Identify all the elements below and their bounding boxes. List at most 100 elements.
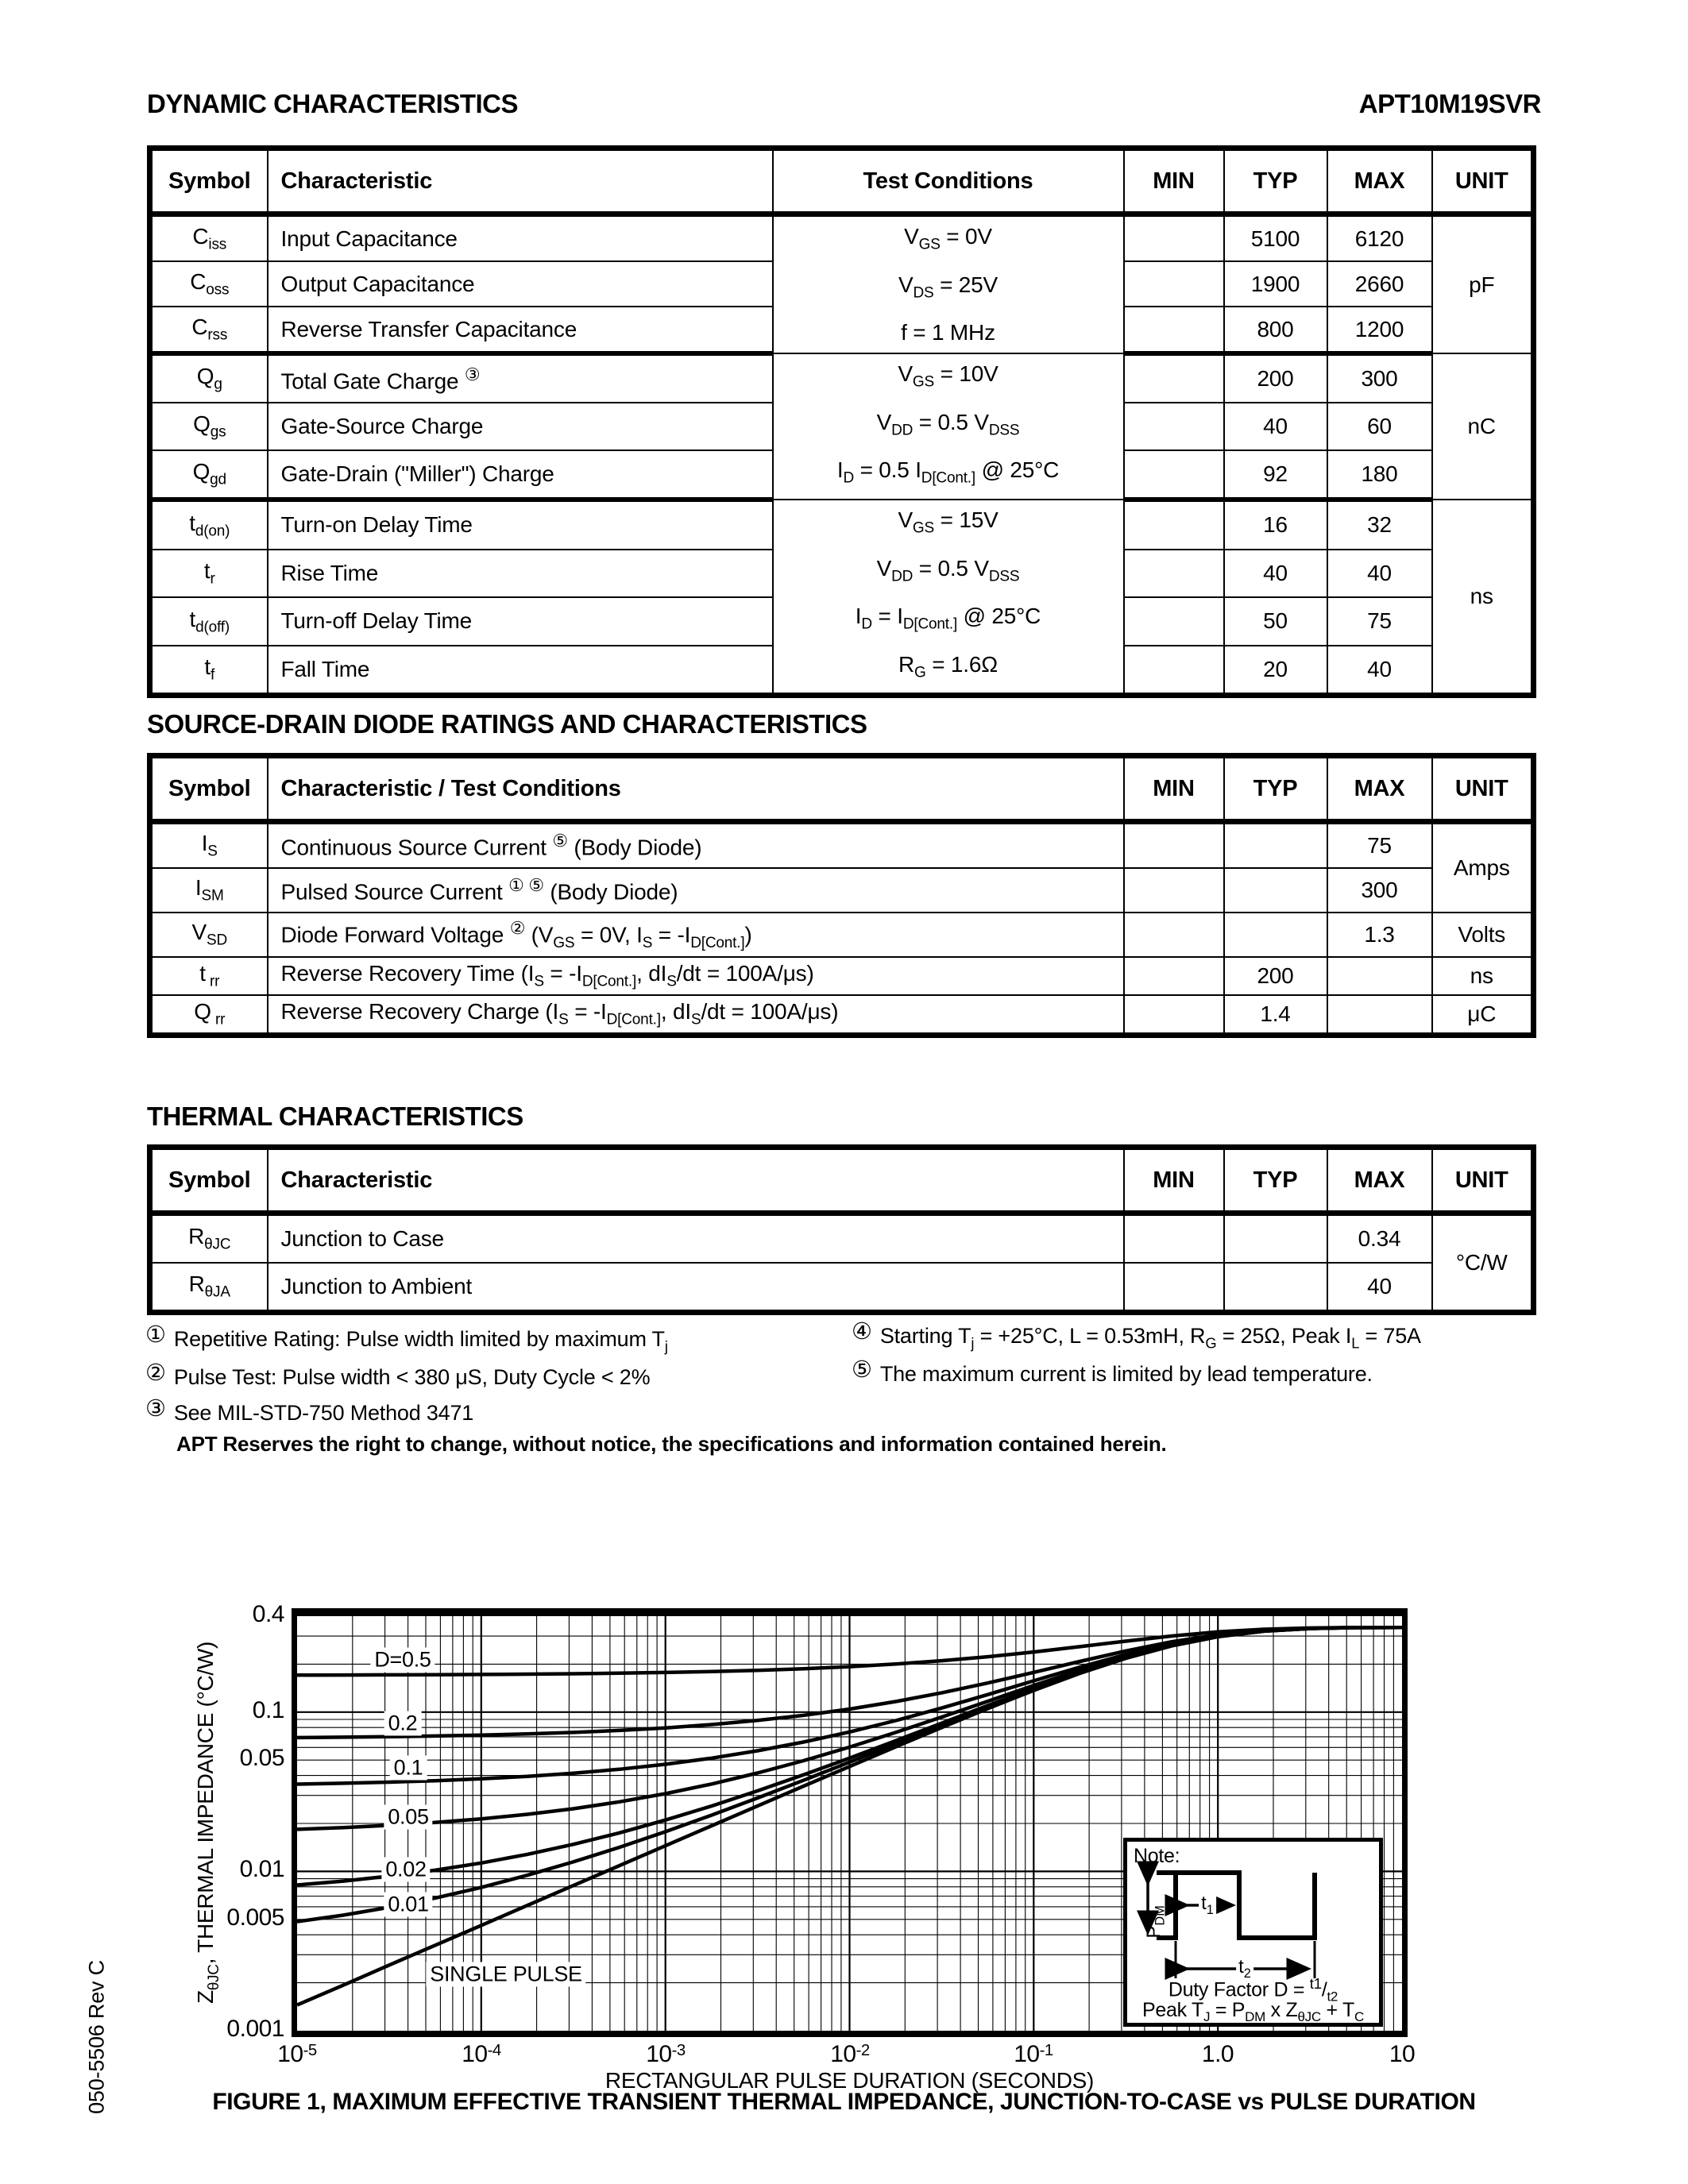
impedance-curves (296, 1625, 1403, 2007)
table-cell (1122, 548, 1225, 599)
thermal-impedance-chart: D=0.5 0.2 0.1 0.05 0.02 0.01 SINGLE PULSE Note… (292, 1608, 1408, 2037)
table-cell: Gate-Drain ("Miller") Charge (266, 449, 774, 502)
table-cell: 75 (1326, 820, 1433, 869)
column-header: MIN (1122, 754, 1225, 824)
table-cell: tf (149, 644, 268, 696)
table-cell: Reverse Transfer Capacitance (266, 306, 774, 357)
table-cell (1122, 213, 1225, 263)
table-cell: °C/W (1431, 1212, 1535, 1314)
table-row: Ciss Input Capacitance VGS = 0V VDS = 25V f … (149, 213, 1535, 355)
table-cell: 50 (1223, 596, 1328, 646)
column-header: MAX (1326, 1146, 1433, 1216)
column-header: TYP (1223, 1146, 1328, 1216)
table-cell: 20 (1223, 644, 1328, 696)
table-cell: Output Capacitance (266, 260, 774, 308)
table-cell (1122, 912, 1225, 958)
table-cell: 60 (1326, 402, 1433, 451)
table-cell: 75 (1326, 596, 1433, 646)
diode-ratings-table: Symbol Characteristic / Test Conditions MI… (147, 753, 1536, 1038)
column-header: MAX (1326, 147, 1433, 217)
table-row: ISM Pulsed Source Current ① ⑤ (Body Diode… (149, 867, 1534, 913)
table-cell: Reverse Recovery Charge (IS = -ID[Cont.]… (266, 994, 1125, 1036)
table-cell: 1900 (1223, 260, 1328, 308)
table-cell: 1200 (1326, 306, 1433, 357)
table-cell: Qg (149, 353, 268, 404)
thermal-section-title: THERMAL CHARACTERISTICS (147, 1102, 523, 1131)
table-cell: Coss (149, 260, 268, 308)
spec-table: Symbol Characteristic / Test Conditions MI… (147, 753, 1536, 1038)
y-tick-label: 0.1 (252, 1697, 285, 1723)
table-cell (1223, 820, 1328, 869)
footnote: ④ Starting Tj = +25°C, L = 0.53mH, RG = 2… (852, 1319, 1421, 1352)
table-cell: 40 (1326, 1262, 1433, 1314)
x-tick-label: 10 (1389, 2041, 1416, 2067)
footnotes-right-column: ④ Starting Tj = +25°C, L = 0.53mH, RG = 2… (852, 1319, 1421, 1395)
table-cell: 40 (1326, 644, 1433, 696)
table-cell: Amps (1431, 820, 1535, 913)
table-cell: VGS = 10V VDD = 0.5 VDSS ID = 0.5 ID[Cont.… (771, 353, 1125, 500)
footnote-marker: ③ (145, 1396, 166, 1422)
y-tick-label: 0.01 (239, 1856, 285, 1882)
table-row: IS Continuous Source Current ⑤ (Body Diod… (149, 820, 1535, 913)
table-cell: 16 (1223, 498, 1328, 550)
y-tick-label: 0.4 (252, 1601, 285, 1627)
table-cell: Crss (149, 306, 268, 357)
figure-caption: FIGURE 1, MAXIMUM EFFECTIVE TRANSIENT TH… (212, 2089, 1476, 2115)
x-tick-label: 10-5 (277, 2041, 317, 2067)
table-cell (1122, 956, 1225, 996)
y-tick-label: 0.005 (226, 1904, 284, 1931)
table-row: Qgs Gate-Source Charge 40 60 (149, 402, 1534, 451)
x-tick-label: 10-4 (462, 2041, 501, 2067)
column-header: UNIT (1431, 1146, 1535, 1216)
dynamic-characteristics-table: Symbol Characteristic Test Conditions MIN TY… (147, 145, 1536, 699)
table-cell: 200 (1223, 353, 1328, 404)
t1-label: t1 (1199, 1893, 1216, 1918)
table-cell: IS (149, 820, 268, 869)
footnote: ② Pulse Test: Pulse width < 380 μS, Duty … (145, 1360, 651, 1390)
table-cell: μC (1431, 994, 1535, 1036)
table-cell (1122, 498, 1225, 550)
part-number: APT10M19SVR (1358, 89, 1542, 118)
curve-label: 0.1 (389, 1755, 427, 1781)
y-tick-label: 0.001 (226, 2016, 284, 2042)
table-cell: Fall Time (266, 644, 774, 696)
table-cell (1223, 1212, 1328, 1264)
footnote-marker: ① (145, 1322, 166, 1348)
table-cell: td(on) (149, 498, 268, 550)
table-cell (1122, 820, 1225, 869)
table-cell: ns (1431, 498, 1535, 696)
table-row: Coss Output Capacitance 1900 2660 (149, 260, 1534, 308)
y-axis-label: ZθJC, THERMAL IMPEDANCE (°C/W) (193, 1641, 222, 2005)
table-cell (1122, 260, 1225, 308)
table-cell (1326, 994, 1433, 1036)
table-cell: 800 (1223, 306, 1328, 357)
table-cell: Turn-off Delay Time (266, 596, 774, 646)
table-cell: Qgs (149, 402, 268, 451)
table-cell: VGS = 15V VDD = 0.5 VDSS ID = ID[Cont.] @ … (771, 498, 1125, 696)
document-revision-code: 050-5506 Rev C (84, 1960, 109, 2114)
table-cell (1122, 449, 1225, 502)
table-cell (1122, 994, 1225, 1036)
table-cell: tr (149, 548, 268, 599)
table-cell: 32 (1326, 498, 1433, 550)
table-cell: 1.3 (1326, 912, 1433, 958)
footnote: ① Repetitive Rating: Pulse width limited … (145, 1322, 668, 1355)
table-cell: Qgd (149, 449, 268, 502)
table-cell: ISM (149, 867, 268, 913)
column-header: UNIT (1431, 754, 1535, 824)
table-cell: Junction to Case (266, 1212, 1125, 1264)
curve-label: SINGLE PULSE (426, 1962, 586, 1987)
x-tick-label: 1.0 (1201, 2041, 1234, 2067)
table-cell (1122, 353, 1225, 404)
table-cell: 300 (1326, 867, 1433, 913)
table-cell: VGS = 0V VDS = 25V f = 1 MHz (771, 213, 1125, 355)
table-row: Qgd Gate-Drain ("Miller") Charge 92 180 (149, 449, 1534, 502)
table-row: RθJC Junction to Case 0.34 °C/W (149, 1212, 1535, 1314)
table-cell (1122, 1212, 1225, 1264)
column-header: MIN (1122, 147, 1225, 217)
table-cell (1223, 867, 1328, 913)
table-row: Q rr Reverse Recovery Charge (IS = -ID[Co… (149, 994, 1535, 1036)
table-cell: 0.34 (1326, 1212, 1433, 1264)
x-tick-label: 10-3 (646, 2041, 686, 2067)
table-cell (1223, 1262, 1328, 1314)
